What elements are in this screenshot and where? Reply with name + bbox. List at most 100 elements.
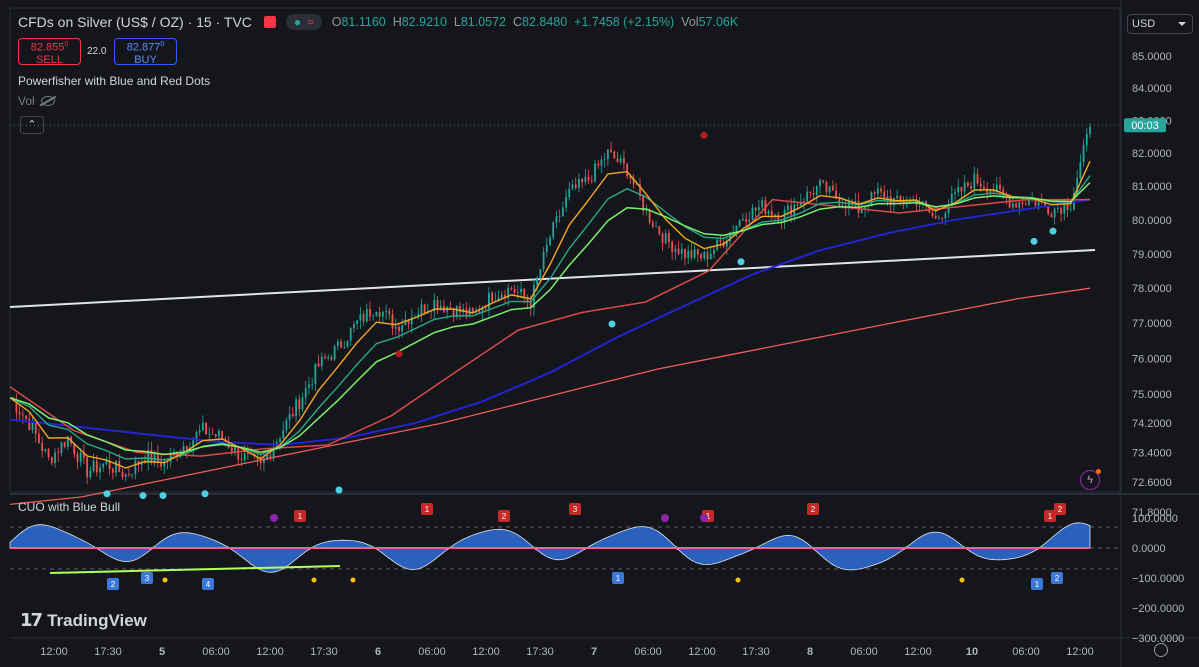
oscillator-sell-badge: [569, 503, 581, 515]
candle-body: [369, 309, 371, 317]
blue-dot-marker: [159, 492, 167, 500]
candle-body: [864, 206, 866, 210]
candlestick-group: [12, 122, 1091, 485]
oscillator-sell-badge-label: 1: [425, 505, 430, 514]
candle-body: [941, 217, 944, 219]
oscillator-sell-badge-label: 1: [706, 512, 711, 521]
ma-orange-line: [9, 160, 1091, 469]
ohlc-readout: O81.1160 H82.9210 L81.0572 C82.8480 +1.7…: [331, 15, 739, 29]
candle-body: [182, 445, 185, 453]
candle-body: [963, 182, 966, 192]
candle-body: [629, 176, 632, 179]
candle-body: [754, 207, 757, 211]
candle-body: [905, 203, 908, 205]
candle-body: [1011, 203, 1014, 208]
candle-body: [748, 219, 751, 222]
candle-body: [809, 191, 812, 194]
time-tick-label: 7: [591, 646, 597, 658]
candle-body: [1018, 202, 1021, 208]
symbol-title[interactable]: CFDs on Silver (US$ / OZ) · 15 · TVC: [18, 14, 252, 30]
candle-body: [372, 315, 375, 317]
trendline: [9, 249, 1096, 308]
oscillator-buy-badge: [1031, 578, 1043, 590]
oscillator-sell-badge: [1044, 510, 1056, 522]
candle-body: [173, 451, 175, 454]
candle-body: [825, 181, 828, 193]
candle-body: [1044, 202, 1046, 207]
buy-button[interactable]: 82.8770 BUY: [114, 38, 177, 66]
candle-body: [208, 433, 211, 435]
candle-body: [934, 215, 937, 219]
candle-body: [520, 288, 522, 293]
candle-body: [295, 399, 297, 417]
candle-body: [1053, 208, 1056, 218]
hidden-eye-icon[interactable]: [40, 96, 55, 106]
candle-body: [401, 325, 404, 332]
candle-body: [693, 249, 696, 258]
candle-body: [696, 249, 699, 255]
candle-body: [883, 191, 886, 200]
candle-body: [510, 287, 513, 290]
candle-body: [285, 420, 288, 431]
candle-body: [944, 213, 947, 219]
price-tick-label: 85.0000: [1132, 51, 1172, 63]
price-tick-label: 71.8000: [1132, 507, 1172, 519]
close-value: 82.8480: [522, 15, 568, 29]
candle-body: [542, 252, 545, 270]
candle-body: [594, 163, 596, 182]
candle-body: [1050, 214, 1053, 218]
candle-body: [491, 292, 494, 302]
candle-body: [1066, 203, 1069, 211]
candle-body: [690, 250, 693, 258]
candle-body: [947, 205, 950, 214]
candle-body: [1034, 198, 1037, 206]
candle-body: [25, 415, 27, 419]
oscillator-tick-label: 0.0000: [1132, 543, 1166, 555]
sell-button[interactable]: 82.8550 SELL: [18, 38, 81, 66]
candle-body: [471, 308, 474, 313]
candle-body: [803, 201, 805, 203]
blue-dot-marker: [737, 258, 745, 266]
candle-body: [423, 304, 426, 314]
alert-icon[interactable]: [263, 16, 276, 28]
candle-body: [330, 357, 333, 360]
oscillator-buy-badge: [202, 578, 214, 590]
indicator-cuo-label[interactable]: CUO with Blue Bull: [18, 500, 121, 514]
candle-body: [291, 413, 294, 417]
candle-body: [635, 183, 638, 185]
candle-body: [574, 184, 577, 188]
blue-dot-marker: [1049, 227, 1057, 235]
candle-body: [886, 196, 889, 200]
candle-body: [304, 387, 307, 398]
candle-body: [954, 192, 956, 194]
settings-gear-icon[interactable]: [1154, 643, 1168, 657]
oscillator-sell-badge: [498, 510, 510, 522]
oscillator-buy-badge: [141, 572, 153, 584]
candle-body: [28, 418, 31, 431]
candle-body: [266, 455, 269, 460]
collapse-legend-button[interactable]: ⌃: [20, 116, 44, 134]
oscillator-yellow-dot: [311, 577, 317, 583]
oscillator-buy-badge: [107, 578, 119, 590]
price-tick-label: 72.6000: [1132, 477, 1172, 489]
candle-body: [83, 452, 85, 458]
candle-body: [497, 297, 500, 301]
candle-body: [973, 173, 976, 189]
volume-indicator-label[interactable]: Vol: [18, 94, 55, 108]
candle-body: [738, 220, 741, 226]
candle-body: [983, 186, 985, 189]
sell-price: 82.855: [30, 41, 65, 54]
candle-body: [703, 252, 706, 259]
oscillator-buy-badge-label: 1: [616, 574, 621, 583]
currency-select[interactable]: USD: [1127, 14, 1193, 34]
lightning-icon[interactable]: ϟ: [1080, 469, 1101, 490]
market-status-pill[interactable]: ● ≈: [285, 14, 322, 30]
candle-body: [523, 288, 526, 297]
candle-body: [153, 453, 156, 463]
candle-body: [243, 453, 246, 460]
indicator-powerfisher-label[interactable]: Powerfisher with Blue and Red Dots: [18, 74, 211, 88]
candle-body: [777, 214, 780, 222]
market-open-icon: ●: [293, 15, 302, 29]
candle-body: [163, 461, 166, 467]
